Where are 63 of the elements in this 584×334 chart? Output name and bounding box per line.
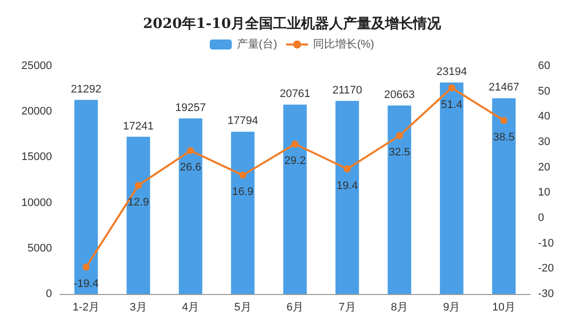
y2-tick-label: 60	[538, 60, 550, 72]
x-tick-label: 6月	[286, 302, 304, 314]
bar	[283, 104, 307, 294]
data-label: 20761	[280, 88, 310, 100]
point	[82, 264, 90, 271]
x-tick-label: 3月	[130, 302, 147, 314]
x-tick-label: 5月	[234, 302, 252, 314]
y2-tick-label: 40	[538, 110, 550, 123]
data-label: 12.9	[128, 196, 150, 208]
point	[239, 172, 246, 179]
bar	[231, 132, 255, 294]
x-tick-label: 10月	[492, 302, 516, 314]
data-label: 38.5	[493, 131, 515, 144]
y-tick-label: 20000	[21, 106, 52, 118]
x-tick-label: 1-2月	[72, 302, 100, 314]
data-label: 20663	[384, 89, 415, 102]
data-label: 21292	[70, 83, 102, 96]
data-label: 19.4	[336, 180, 358, 192]
data-label: 16.9	[232, 186, 254, 198]
y2-tick-label: -20	[538, 262, 554, 275]
bar	[74, 100, 98, 294]
y-tick-label: 10000	[21, 196, 52, 209]
data-label: 17241	[123, 120, 154, 132]
legend-label: 同比增长(%)	[313, 38, 374, 50]
y2-tick-label: -30	[538, 288, 554, 300]
point	[500, 116, 508, 124]
chart-title: 2020年1-10月全国工业机器人产量及增长情况	[143, 15, 442, 32]
y2-tick-label: -10	[538, 237, 554, 250]
legend-label: 产量(台)	[236, 38, 278, 50]
point	[134, 182, 142, 189]
y-tick-label: 15000	[21, 151, 52, 164]
y2-tick-label: 30	[538, 136, 550, 148]
y2-tick-label: 0	[538, 212, 544, 224]
data-label: 26.6	[180, 162, 202, 174]
y2-tick-label: 10	[538, 186, 550, 199]
point	[448, 84, 456, 92]
point	[396, 132, 403, 140]
bar	[440, 82, 464, 294]
data-label: 21170	[332, 84, 362, 96]
data-label: 51.4	[440, 98, 462, 111]
data-label: 29.2	[284, 155, 306, 168]
point	[292, 140, 298, 148]
x-tick-label: 4月	[182, 302, 200, 314]
bar	[178, 118, 202, 294]
y2-tick-label: 20	[538, 161, 550, 174]
y-tick-label: 0	[46, 288, 52, 300]
bar	[126, 136, 150, 294]
bar	[335, 100, 359, 294]
x-tick-label: 8月	[390, 302, 408, 314]
point	[344, 165, 351, 172]
bar	[492, 98, 516, 294]
data-label: 19257	[175, 102, 206, 114]
y2-tick-label: 50	[538, 85, 550, 98]
x-tick-label: 7月	[338, 302, 356, 314]
point	[187, 147, 194, 154]
data-label: 17794	[227, 115, 258, 128]
data-label: 23194	[436, 66, 467, 78]
data-label: 32.5	[388, 146, 410, 159]
bar	[388, 106, 412, 294]
x-tick-label: 9月	[443, 302, 460, 314]
y-tick-label: 5000	[28, 242, 52, 254]
y-tick-label: 25000	[21, 60, 52, 72]
data-label: 21467	[488, 82, 520, 94]
